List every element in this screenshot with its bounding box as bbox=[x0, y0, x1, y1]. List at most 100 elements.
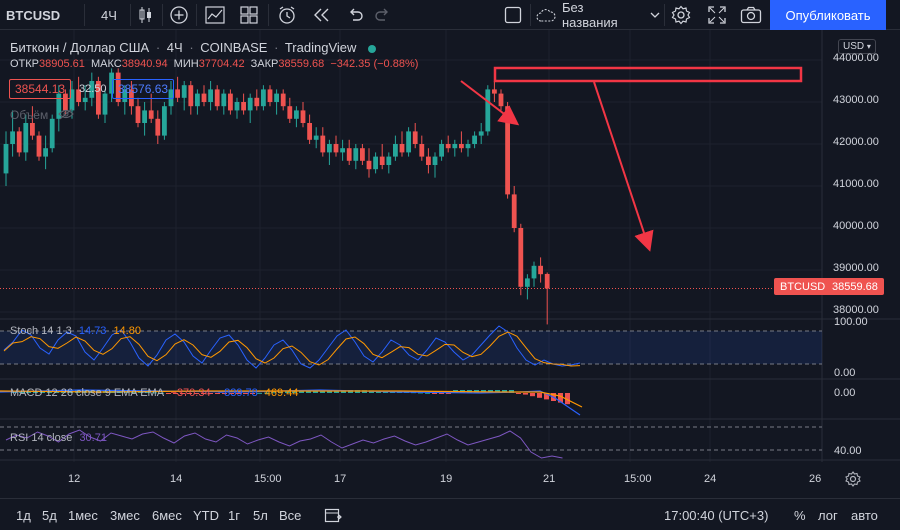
candle-body bbox=[188, 85, 194, 107]
add-indicator-icon[interactable] bbox=[166, 0, 192, 30]
spread-value: 32.50 bbox=[79, 83, 107, 95]
candle-body bbox=[280, 93, 286, 107]
macd-histogram-bar bbox=[180, 393, 185, 394]
candle-body bbox=[478, 131, 484, 136]
toolbar-divider bbox=[130, 4, 131, 26]
macd-histogram-bar bbox=[299, 390, 304, 393]
expand-fullscreen-icon[interactable] bbox=[704, 0, 730, 30]
log-scale-toggle[interactable]: лог bbox=[818, 507, 838, 523]
percent-scale-toggle[interactable]: % bbox=[794, 507, 806, 523]
publish-button[interactable]: Опубликовать bbox=[770, 0, 886, 30]
candle-body bbox=[313, 135, 319, 140]
macd-histogram-bar bbox=[313, 390, 318, 393]
macd-line-value: −839.78 bbox=[217, 387, 258, 399]
candle-body bbox=[485, 89, 491, 132]
indicators-chart-icon[interactable] bbox=[202, 0, 228, 30]
replay-icon[interactable] bbox=[308, 0, 334, 30]
candle-body bbox=[353, 148, 359, 161]
alert-clock-icon[interactable] bbox=[274, 0, 300, 30]
high-value: 38940.94 bbox=[121, 58, 168, 70]
candles-chart-type-icon[interactable] bbox=[134, 0, 158, 30]
candle-body bbox=[267, 89, 273, 102]
chart-area[interactable]: Биткоин / Доллар США · 4Ч · COINBASE · T… bbox=[0, 30, 900, 500]
range-button[interactable]: 6мес bbox=[152, 507, 182, 523]
macd-histogram-bar bbox=[439, 393, 444, 394]
eye-hidden-icon[interactable] bbox=[57, 108, 74, 123]
layout-name-button[interactable]: Без названия bbox=[536, 0, 660, 30]
camera-snapshot-icon[interactable] bbox=[738, 0, 764, 30]
ohlc-values: ОТКР38905.61 МАКС38940.94 МИН37704.42 ЗА… bbox=[10, 58, 421, 70]
chart-canvas[interactable] bbox=[0, 30, 900, 500]
candle-body bbox=[346, 148, 352, 161]
range-button[interactable]: 5л bbox=[253, 507, 268, 523]
macd-histogram-bar bbox=[446, 393, 451, 394]
stoch-band bbox=[0, 331, 822, 364]
macd-label: MACD 12 26 close 9 EMA EMA bbox=[10, 387, 164, 399]
macd-histogram-bar bbox=[243, 393, 248, 394]
range-button[interactable]: 3мес bbox=[110, 507, 140, 523]
range-button[interactable]: YTD bbox=[193, 507, 219, 523]
macd-histogram-bar bbox=[208, 393, 213, 394]
macd-histogram-bar bbox=[19, 391, 24, 393]
candle-body bbox=[379, 156, 385, 165]
range-button[interactable]: 1д bbox=[16, 507, 31, 523]
candle-body bbox=[3, 144, 9, 174]
redo-icon[interactable] bbox=[370, 0, 396, 30]
volume-label: Объём bbox=[10, 108, 49, 122]
candle-body bbox=[10, 131, 15, 144]
sell-price-button[interactable]: 38544.13 bbox=[9, 79, 72, 99]
candle-body bbox=[261, 89, 266, 107]
candle-body bbox=[538, 265, 543, 275]
candle-body bbox=[122, 89, 128, 102]
interval-button[interactable]: 4Ч bbox=[101, 7, 117, 23]
macd-histogram-bar bbox=[306, 390, 311, 393]
current-price-tag: 38559.68 bbox=[826, 278, 884, 295]
macd-histogram-bar bbox=[537, 393, 542, 398]
auto-scale-toggle[interactable]: авто bbox=[851, 507, 878, 523]
templates-grid-icon[interactable] bbox=[236, 0, 262, 30]
candle-body bbox=[472, 135, 477, 144]
macd-histogram-bar bbox=[285, 391, 290, 393]
candle-body bbox=[300, 110, 306, 123]
stoch-axis-bottom: 0.00 bbox=[834, 367, 856, 379]
currency-selector[interactable]: USD ▾ bbox=[838, 39, 876, 54]
open-value: 38905.61 bbox=[39, 58, 85, 70]
candle-body bbox=[115, 72, 121, 102]
range-button[interactable]: 5д bbox=[42, 507, 57, 523]
macd-histogram-bar bbox=[187, 393, 192, 394]
current-symbol-tag: BTCUSD bbox=[774, 278, 832, 295]
rsi-line bbox=[5, 429, 563, 459]
undo-icon[interactable] bbox=[342, 0, 368, 30]
symbol-search-button[interactable]: BTCUSD bbox=[6, 7, 61, 23]
macd-histogram-bar bbox=[152, 392, 157, 394]
buy-price-button[interactable]: 38576.63 bbox=[112, 79, 175, 99]
go-to-date-icon[interactable] bbox=[324, 499, 342, 530]
rsi-value: 30.71 bbox=[79, 432, 107, 444]
time-axis-tick: 19 bbox=[440, 473, 453, 485]
macd-histogram-bar bbox=[523, 393, 528, 395]
close-value: 38559.68 bbox=[278, 58, 325, 70]
clock-timezone[interactable]: 17:00:40 (UTC+3) bbox=[664, 507, 769, 523]
macd-histogram-bar bbox=[425, 392, 430, 394]
stoch-legend: Stoch 14 1 3 14.73 14.80 bbox=[10, 325, 141, 337]
candle-body bbox=[247, 97, 253, 111]
range-button[interactable]: 1мес bbox=[68, 507, 98, 523]
price-axis-tick: 42000.00 bbox=[833, 136, 879, 148]
time-axis-tick: 17 bbox=[334, 473, 347, 485]
price-axis-tick: 39000.00 bbox=[833, 262, 879, 274]
fullscreen-square-icon[interactable] bbox=[500, 0, 526, 30]
annotation-rectangle bbox=[493, 66, 803, 83]
range-button[interactable]: Все bbox=[279, 507, 302, 523]
candle-body bbox=[208, 89, 213, 102]
candle-body bbox=[148, 110, 154, 119]
rsi-label: RSI 14 close bbox=[10, 432, 73, 444]
range-button[interactable]: 1г bbox=[228, 507, 240, 523]
legend-source: TradingView bbox=[284, 40, 357, 55]
candle-body bbox=[518, 228, 524, 287]
time-axis-settings-icon[interactable] bbox=[845, 471, 861, 490]
settings-gear-icon[interactable] bbox=[668, 0, 694, 30]
stoch-axis-top: 100.00 bbox=[834, 316, 868, 328]
macd-histogram-bar bbox=[432, 393, 437, 394]
candle-body bbox=[76, 89, 81, 102]
candle-body bbox=[525, 278, 530, 287]
